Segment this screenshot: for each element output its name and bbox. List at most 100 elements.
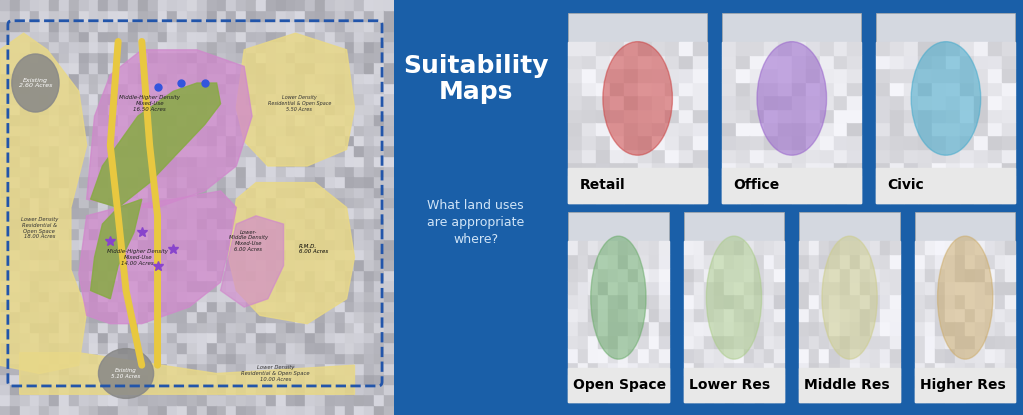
Bar <box>217 124 226 135</box>
Bar <box>247 114 256 124</box>
Bar <box>79 353 89 363</box>
Bar <box>598 348 609 361</box>
Bar <box>754 254 764 268</box>
Bar <box>985 295 995 308</box>
Bar <box>659 241 669 254</box>
Bar <box>226 208 236 218</box>
Bar <box>177 42 187 52</box>
Bar <box>187 0 196 10</box>
Bar <box>196 332 207 342</box>
Bar <box>98 62 108 73</box>
Bar <box>890 162 904 176</box>
Bar <box>582 149 596 162</box>
Bar <box>89 208 98 218</box>
Bar <box>722 55 737 68</box>
Bar <box>946 162 960 176</box>
Bar <box>724 268 733 281</box>
Bar <box>226 156 236 166</box>
Bar <box>315 31 325 42</box>
Bar <box>683 361 694 375</box>
Bar <box>226 249 236 259</box>
Bar <box>158 353 168 363</box>
Bar <box>819 375 830 388</box>
Bar <box>974 68 987 82</box>
Bar <box>935 361 945 375</box>
Bar <box>226 145 236 156</box>
Bar <box>59 156 69 166</box>
Bar <box>168 374 177 384</box>
Ellipse shape <box>937 236 993 359</box>
Bar <box>918 135 932 149</box>
Bar <box>610 176 624 189</box>
Bar <box>568 189 582 203</box>
Bar <box>704 281 714 295</box>
Bar <box>764 348 774 361</box>
Bar <box>679 95 694 109</box>
Bar <box>226 42 236 52</box>
Bar <box>236 239 247 249</box>
Bar <box>187 322 196 332</box>
Ellipse shape <box>603 42 672 155</box>
Bar <box>40 73 49 83</box>
Bar <box>665 162 679 176</box>
Bar <box>59 52 69 62</box>
Bar <box>59 394 69 405</box>
Bar <box>932 149 946 162</box>
Bar <box>10 290 19 301</box>
Bar <box>374 249 384 259</box>
Bar <box>207 197 217 208</box>
Bar <box>196 405 207 415</box>
Bar <box>974 82 987 95</box>
FancyBboxPatch shape <box>568 13 707 203</box>
Bar <box>266 135 276 145</box>
Bar <box>830 334 840 348</box>
Bar <box>275 21 285 31</box>
Bar <box>918 82 932 95</box>
Bar <box>266 0 276 10</box>
Bar <box>196 176 207 187</box>
Bar <box>694 55 707 68</box>
Polygon shape <box>91 83 221 208</box>
Bar <box>168 187 177 197</box>
Bar <box>236 353 247 363</box>
Bar <box>987 82 1002 95</box>
Bar <box>177 353 187 363</box>
Bar <box>266 239 276 249</box>
Bar <box>877 135 890 149</box>
Bar <box>59 332 69 342</box>
Bar <box>744 388 754 402</box>
Bar <box>384 322 394 332</box>
Bar <box>128 290 138 301</box>
Bar <box>819 295 830 308</box>
Bar <box>247 311 256 322</box>
Bar <box>960 109 974 122</box>
Bar <box>296 83 305 93</box>
Bar <box>806 68 819 82</box>
Bar <box>226 239 236 249</box>
Bar <box>69 394 79 405</box>
Bar <box>266 52 276 62</box>
Bar <box>578 254 588 268</box>
Bar <box>177 363 187 374</box>
Bar <box>628 321 638 334</box>
Bar <box>108 280 119 290</box>
Bar <box>158 342 168 353</box>
Bar <box>236 21 247 31</box>
Bar <box>187 405 196 415</box>
Bar <box>665 55 679 68</box>
Bar <box>108 0 119 10</box>
Bar <box>0 394 10 405</box>
Bar <box>138 239 147 249</box>
Bar <box>226 311 236 322</box>
Bar <box>10 239 19 249</box>
Bar <box>296 405 305 415</box>
Bar <box>30 104 39 114</box>
Bar <box>30 176 39 187</box>
Bar <box>325 384 335 394</box>
Bar <box>364 208 374 218</box>
Bar <box>724 321 733 334</box>
Bar <box>384 363 394 374</box>
Bar <box>59 62 69 73</box>
Bar <box>364 322 374 332</box>
Bar <box>30 342 39 353</box>
